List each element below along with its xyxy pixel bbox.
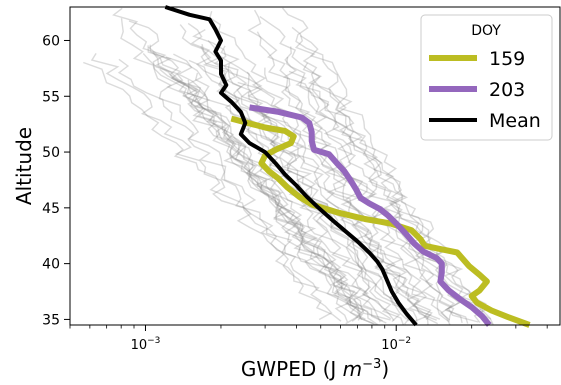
- background-profile-line: [83, 61, 359, 325]
- y-tick-label: 55: [42, 89, 60, 105]
- background-profile-line: [302, 62, 493, 325]
- background-profile-line: [282, 57, 451, 326]
- y-axis-ticks: 35 40 45 50 55 60: [42, 33, 70, 328]
- x-tick-label: 10−3: [131, 336, 161, 353]
- background-profile-line: [256, 31, 433, 321]
- y-tick-label: 45: [42, 201, 60, 217]
- legend-box: [420, 14, 553, 141]
- legend-label-203: 203: [489, 79, 525, 101]
- background-profiles: [83, 7, 494, 326]
- series-layer: [164, 5, 531, 328]
- background-profile-line: [128, 20, 381, 323]
- background-profile-line: [117, 58, 364, 321]
- legend-title: DOY: [471, 23, 501, 39]
- series-line-mean: [164, 5, 418, 327]
- legend-label-159: 159: [489, 48, 525, 70]
- background-profile-line: [165, 56, 377, 326]
- background-profile-line: [208, 11, 441, 320]
- background-profile-line: [192, 28, 411, 325]
- background-profile-line: [200, 46, 410, 322]
- background-profile-line: [284, 46, 449, 322]
- background-profile-line: [288, 70, 492, 320]
- background-profile-line: [152, 51, 391, 321]
- y-tick-label: 60: [42, 33, 60, 49]
- background-profile-line: [149, 44, 366, 320]
- background-profile-line: [227, 63, 404, 325]
- background-profile-line: [194, 72, 395, 322]
- background-profile-line: [172, 76, 379, 326]
- series-line-159: [230, 115, 531, 328]
- background-profile-line: [112, 7, 387, 324]
- background-profile-line: [207, 40, 433, 323]
- x-tick-label: 10−2: [381, 336, 411, 353]
- plot-frame: [69, 6, 561, 326]
- y-tick-label: 35: [42, 312, 60, 328]
- background-profile-line: [90, 53, 342, 322]
- background-profile-line: [147, 45, 363, 321]
- background-profile-line: [173, 53, 354, 323]
- series-line-203: [249, 104, 492, 327]
- background-profile-line: [281, 7, 488, 324]
- background-profile-line: [247, 9, 429, 325]
- legend-label-mean: Mean: [489, 110, 541, 132]
- y-tick-label: 40: [42, 257, 60, 273]
- background-profile-line: [159, 68, 374, 325]
- y-tick-label: 50: [42, 145, 60, 161]
- x-axis-ticks: 10−3 10−2: [69, 325, 548, 353]
- background-profile-line: [291, 26, 455, 323]
- background-profile-line: [220, 45, 437, 321]
- background-profile-line: [142, 53, 363, 322]
- x-axis-label: GWPED (J m−3): [241, 357, 389, 381]
- legend: DOY 159 203 Mean: [420, 14, 553, 141]
- background-profile-line: [237, 81, 439, 325]
- background-profile-line: [120, 18, 333, 321]
- y-axis-label: Altitude: [12, 127, 36, 205]
- background-profile-line: [187, 22, 418, 325]
- background-profile-line: [186, 79, 383, 322]
